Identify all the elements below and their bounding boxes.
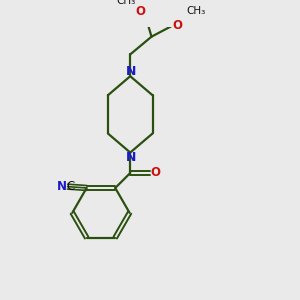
Text: O: O	[151, 167, 161, 179]
Text: N: N	[57, 180, 67, 193]
Text: O: O	[136, 5, 146, 18]
Text: C: C	[67, 180, 75, 193]
Text: O: O	[172, 19, 182, 32]
Text: N: N	[126, 65, 136, 78]
Text: CH₃: CH₃	[116, 0, 135, 6]
Text: CH₃: CH₃	[187, 6, 206, 16]
Text: N: N	[126, 151, 136, 164]
